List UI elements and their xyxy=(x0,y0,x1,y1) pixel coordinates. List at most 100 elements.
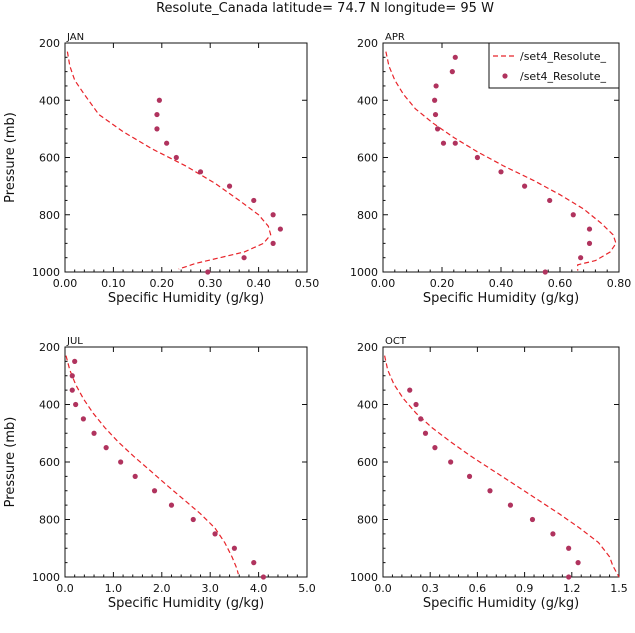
x-tick-label: 5.0 xyxy=(298,582,316,595)
obs-point xyxy=(452,54,458,60)
obs-point xyxy=(260,574,267,580)
figure-title: Resolute_Canada latitude= 74.7 N longitu… xyxy=(156,1,494,16)
y-tick-label: 1000 xyxy=(32,266,60,279)
obs-point xyxy=(118,459,124,465)
x-tick-label: 1.2 xyxy=(563,582,581,595)
panel-label: JAN xyxy=(66,32,84,43)
obs-point xyxy=(432,111,439,118)
y-tick-label: 800 xyxy=(39,514,60,527)
obs-point xyxy=(418,416,424,422)
legend-obs-label: /set4_Resolute_ xyxy=(520,70,607,83)
obs-point xyxy=(156,97,162,103)
y-tick-label: 800 xyxy=(357,209,378,222)
obs-point xyxy=(251,197,257,204)
panel-label: OCT xyxy=(385,336,407,347)
obs-point xyxy=(173,154,179,161)
model-profile-line xyxy=(66,51,272,270)
x-tick-label: 0.60 xyxy=(548,277,573,290)
obs-point xyxy=(168,502,175,508)
panel-jan: JAN 0.00 0.10 0.20 0.30 0.40 0.50 200 400 600 800 1… xyxy=(3,32,319,306)
panels-group: JAN 0.00 0.10 0.20 0.30 0.40 0.50 200 400 600 800 1… xyxy=(3,32,631,611)
obs-point xyxy=(440,140,447,146)
y-tick-label: 600 xyxy=(39,152,60,165)
x-tick-label: 0.00 xyxy=(371,277,396,290)
x-tick-label: 0.3 xyxy=(421,582,439,595)
x-tick-label: 0.0 xyxy=(374,582,392,595)
obs-point xyxy=(432,97,438,103)
obs-point xyxy=(270,240,276,246)
y-tick-label: 400 xyxy=(39,399,60,412)
obs-point xyxy=(212,531,218,537)
y-tick-label: 600 xyxy=(39,456,60,469)
obs-point xyxy=(522,183,528,189)
y-tick-label: 400 xyxy=(357,94,378,107)
obs-point xyxy=(226,183,233,189)
obs-point xyxy=(251,560,257,566)
y-tick-label: 800 xyxy=(39,209,60,222)
obs-point xyxy=(498,169,504,175)
legend: /set4_Resolute_ /set4_Resolute_ xyxy=(488,42,620,89)
y-tick-label: 400 xyxy=(357,399,378,412)
x-tick-label: 0.00 xyxy=(53,277,78,290)
obs-point xyxy=(413,401,419,408)
panel-apr: APR 0.00 0.20 0.40 0.60 0.80 200 400 600 800 1000 S… xyxy=(350,32,631,306)
obs-point xyxy=(466,473,473,479)
y-axis-label: Pressure (mb) xyxy=(3,112,18,203)
y-tick-label: 200 xyxy=(39,341,60,354)
obs-point xyxy=(422,430,429,436)
x-axis-label: Specific Humidity (g/kg) xyxy=(108,291,264,306)
x-axis-label: Specific Humidity (g/kg) xyxy=(423,596,579,611)
obs-point xyxy=(452,140,458,146)
model-profile-line xyxy=(385,51,617,271)
obs-point xyxy=(154,126,160,132)
x-tick-label: 1.5 xyxy=(610,582,628,595)
obs-point xyxy=(566,545,572,551)
panel-label: APR xyxy=(385,32,405,43)
y-tick-label: 1000 xyxy=(32,571,60,584)
x-axis-label: Specific Humidity (g/kg) xyxy=(423,291,579,306)
obs-point xyxy=(487,488,493,494)
obs-point xyxy=(474,154,480,161)
panel-label: JUL xyxy=(66,336,83,347)
y-tick-label: 400 xyxy=(39,94,60,107)
x-tick-label: 0.40 xyxy=(246,277,271,290)
panel-oct: OCT 0.0 0.3 0.6 0.9 1.2 1.5 200 400 600 800 1000 Spe… xyxy=(350,336,628,611)
x-tick-label: 0.6 xyxy=(469,582,487,595)
y-tick-label: 200 xyxy=(357,341,378,354)
obs-point xyxy=(72,358,78,364)
obs-point xyxy=(164,140,170,146)
y-tick-label: 1000 xyxy=(350,571,378,584)
obs-point xyxy=(190,516,196,523)
obs-point xyxy=(69,387,75,393)
obs-point xyxy=(432,445,438,451)
obs-point xyxy=(586,240,593,246)
y-tick-label: 1000 xyxy=(350,266,378,279)
y-tick-label: 600 xyxy=(357,456,378,469)
plot-frame xyxy=(382,346,620,578)
panel-jul: JUL 0.0 1.0 2.0 3.0 4.0 5.0 200 400 600 800 1000 Spe… xyxy=(3,336,316,611)
legend-box xyxy=(488,42,620,89)
obs-point xyxy=(550,531,556,537)
x-tick-label: 3.0 xyxy=(201,582,219,595)
y-tick-label: 600 xyxy=(357,152,378,165)
obs-point xyxy=(132,473,138,479)
plot-frame xyxy=(64,42,308,273)
obs-point xyxy=(205,269,211,275)
obs-point xyxy=(241,255,247,261)
x-tick-label: 0.0 xyxy=(56,582,74,595)
x-tick-label: 0.9 xyxy=(516,582,534,595)
x-tick-label: 0.30 xyxy=(198,277,223,290)
model-profile-line xyxy=(384,355,620,578)
obs-point xyxy=(407,387,413,393)
obs-point xyxy=(570,212,576,218)
obs-point xyxy=(449,69,455,75)
obs-point xyxy=(231,545,237,551)
x-tick-label: 0.10 xyxy=(101,277,126,290)
obs-point xyxy=(80,416,86,422)
model-profile-line xyxy=(65,355,239,575)
obs-point xyxy=(575,560,581,566)
x-tick-label: 2.0 xyxy=(153,582,171,595)
y-tick-label: 800 xyxy=(357,514,378,527)
x-tick-label: 1.0 xyxy=(105,582,123,595)
